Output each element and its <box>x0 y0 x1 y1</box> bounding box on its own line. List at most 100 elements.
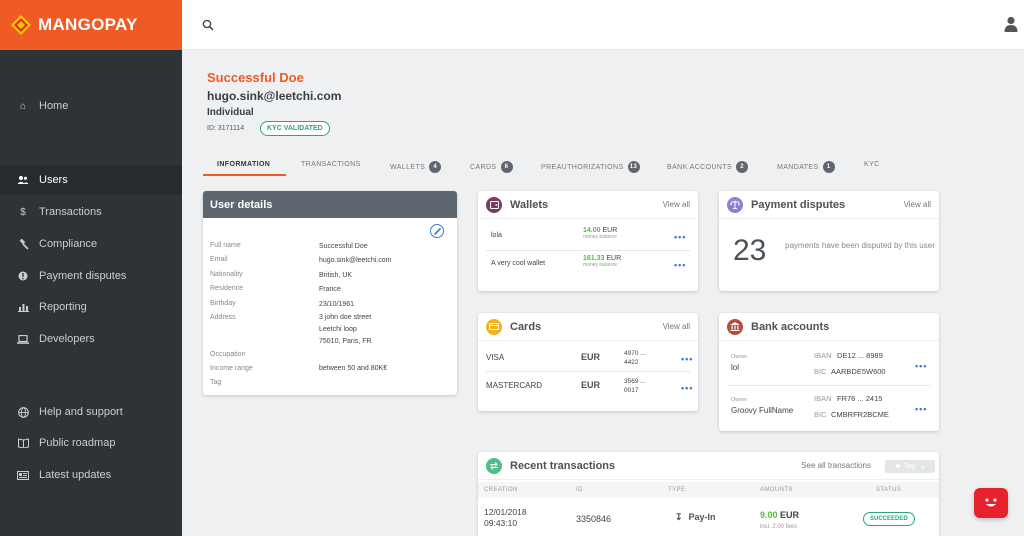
gavel-icon <box>17 238 29 250</box>
disputes-count: 23 <box>733 234 767 267</box>
wallets-view-all-link[interactable]: View all <box>662 200 690 209</box>
cards-view-all-link[interactable]: View all <box>662 322 690 331</box>
tab-preauthorizations[interactable]: PREAUTHORIZATIONS 13 <box>541 161 640 173</box>
sidebar-item-label: Public roadmap <box>39 437 116 449</box>
sidebar-item-transactions[interactable]: $ Transactions <box>0 197 182 227</box>
tab-transactions[interactable]: TRANSACTIONS <box>301 161 361 168</box>
sidebar-item-label: Reporting <box>39 301 87 313</box>
wallet-name: A very cool wallet <box>491 260 546 267</box>
transfer-arrows-icon <box>486 457 502 474</box>
card-number-prefix: 4970 ... <box>624 350 646 357</box>
disputes-header: Payment disputes View all <box>719 191 939 219</box>
book-icon <box>17 438 29 448</box>
sidebar-item-developers[interactable]: Developers <box>0 324 182 354</box>
sidebar-item-users[interactable]: Users <box>0 165 182 195</box>
card-number-suffix: 0017 <box>624 387 639 394</box>
tag-filter-button[interactable]: ⚑ Tag ▲ <box>885 460 935 473</box>
iban-value: FR76 ... 2415 <box>837 394 883 403</box>
column-header-creation: CREATION <box>484 487 518 493</box>
iban-value: DE12 ... 8989 <box>837 351 883 360</box>
column-header-status: STATUS <box>876 487 902 493</box>
transaction-type: ↧ Pay-In <box>675 512 716 523</box>
field-label: Residence <box>210 285 244 292</box>
wallet-currency: EUR <box>606 255 622 262</box>
sidebar: MANGOPAY ⌂ Home Users $ Transactions Com… <box>0 0 182 536</box>
sidebar-item-help[interactable]: Help and support <box>0 397 182 427</box>
user-type: Individual <box>207 107 254 118</box>
cards-card: Cards View all VISA EUR 4970 ... 4422 ••… <box>478 313 698 411</box>
card-number: 4970 ... 4422 <box>624 349 646 367</box>
user-account-icon[interactable] <box>1004 16 1018 32</box>
chevron-up-icon: ▲ <box>920 463 926 470</box>
sidebar-item-payment-disputes[interactable]: Payment disputes <box>0 261 182 291</box>
sidebar-item-label: Compliance <box>39 238 98 250</box>
bic-label: BIC <box>814 410 827 419</box>
bank-account-more-button[interactable]: ••• <box>915 361 928 371</box>
transaction-type-label: Pay-In <box>688 512 716 522</box>
tab-bank-accounts[interactable]: BANK ACCOUNTS 2 <box>667 161 749 173</box>
bank-accounts-title: Bank accounts <box>751 320 830 333</box>
card-currency: EUR <box>581 352 601 362</box>
amount-value: 9.00 <box>760 510 778 520</box>
wallet-more-button[interactable]: ••• <box>674 232 687 242</box>
transaction-id: 3350846 <box>576 514 612 524</box>
tab-kyc[interactable]: KYC <box>864 161 880 168</box>
tag-label: Tag <box>904 463 916 470</box>
table-header-row <box>478 482 939 498</box>
iban-label: IBAN <box>814 394 832 403</box>
card-more-button[interactable]: ••• <box>681 354 694 364</box>
bank-accounts-header: Bank accounts <box>719 313 939 341</box>
amount-currency: EUR <box>780 510 800 520</box>
tab-label: CARDS <box>470 163 497 171</box>
brand-header[interactable]: MANGOPAY <box>0 0 182 50</box>
iban-label: IBAN <box>814 351 832 360</box>
sidebar-item-compliance[interactable]: Compliance <box>0 229 182 259</box>
wallet-more-button[interactable]: ••• <box>674 260 687 270</box>
tab-label: KYC <box>864 161 880 168</box>
tab-label: WALLETS <box>390 163 426 171</box>
field-label: Tag <box>210 379 222 386</box>
bic-value: CMBRFR2BCME <box>831 410 889 419</box>
card-more-button[interactable]: ••• <box>681 383 694 393</box>
transaction-date: 12/01/2018 <box>484 507 527 517</box>
card-number: 3569 ... 0017 <box>624 377 646 395</box>
card-number-prefix: 3569 ... <box>624 378 646 385</box>
recent-transactions-card: Recent transactions See all transactions… <box>478 452 939 536</box>
search-icon[interactable] <box>202 19 214 31</box>
tab-information[interactable]: INFORMATION <box>217 161 270 168</box>
disputes-view-all-link[interactable]: View all <box>903 200 931 209</box>
sidebar-item-home[interactable]: ⌂ Home <box>0 91 182 121</box>
tag-icon: ⚑ <box>894 463 902 471</box>
see-all-transactions-link[interactable]: See all transactions <box>801 461 871 470</box>
recent-transactions-header: Recent transactions See all transactions <box>478 452 939 480</box>
card-brand: MASTERCARD <box>486 381 543 390</box>
divider <box>727 385 931 386</box>
sidebar-item-reporting[interactable]: Reporting <box>0 292 182 322</box>
chat-support-button[interactable] <box>974 488 1008 518</box>
sidebar-item-latest-updates[interactable]: Latest updates <box>0 460 182 490</box>
disputes-title: Payment disputes <box>751 198 846 211</box>
tab-label: TRANSACTIONS <box>301 161 361 168</box>
field-label: Occupation <box>210 351 246 358</box>
tab-mandates[interactable]: MANDATES 1 <box>777 161 835 173</box>
wallet-icon <box>486 196 502 213</box>
active-tab-indicator <box>203 174 286 176</box>
tab-count-badge: 4 <box>429 161 442 173</box>
edit-user-button[interactable] <box>430 224 444 238</box>
field-value: hugo.sink@leetchi.com <box>319 257 392 264</box>
column-header-id: ID <box>576 487 583 493</box>
chat-face-icon <box>985 498 997 507</box>
sidebar-item-roadmap[interactable]: Public roadmap <box>0 428 182 458</box>
tab-cards[interactable]: CARDS 6 <box>470 161 513 173</box>
laptop-icon <box>17 334 29 344</box>
address-line: 3 john doe street <box>319 314 372 321</box>
tab-count-badge: 13 <box>627 161 640 173</box>
kyc-status-badge: KYC VALIDATED <box>260 121 330 136</box>
tab-count-badge: 2 <box>736 161 749 173</box>
brand-name: MANGOPAY <box>38 15 138 34</box>
wallet-balance-label: money balance <box>583 262 617 268</box>
bank-account-more-button[interactable]: ••• <box>915 404 928 414</box>
tab-wallets[interactable]: WALLETS 4 <box>390 161 442 173</box>
sidebar-item-label: Users <box>39 174 68 186</box>
owner-label: Owner <box>731 354 748 360</box>
